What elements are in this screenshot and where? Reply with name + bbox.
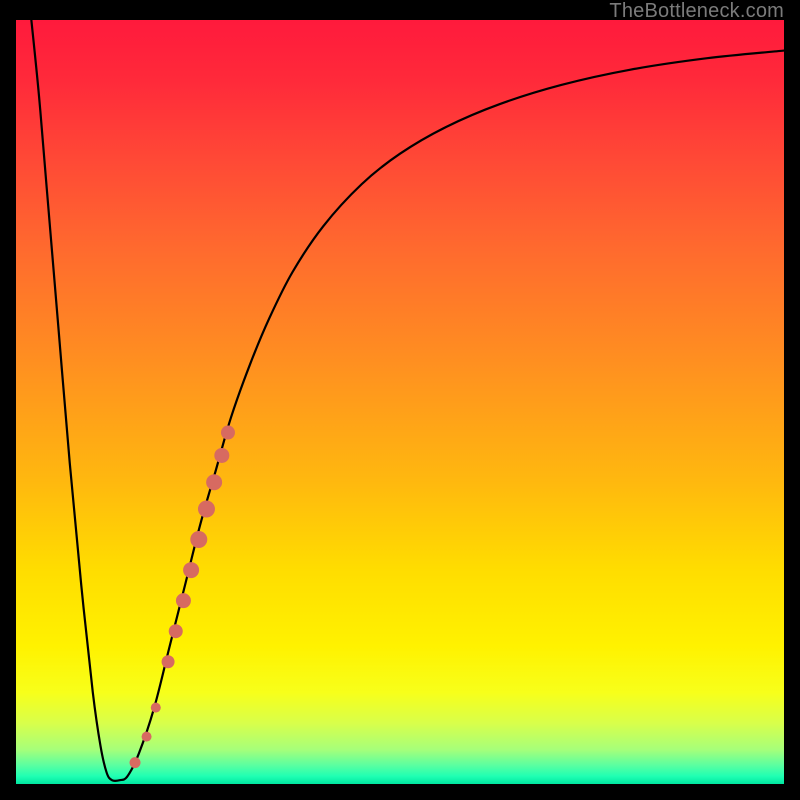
marker-point — [206, 474, 222, 490]
marker-point — [183, 562, 199, 578]
marker-point — [190, 531, 207, 548]
marker-point — [169, 624, 183, 638]
marker-point — [198, 500, 215, 517]
marker-point — [151, 703, 161, 713]
marker-point — [142, 732, 152, 742]
figure-root: { "watermark": { "text": "TheBottleneck.… — [0, 0, 800, 800]
marker-point — [214, 448, 229, 463]
marker-point — [176, 593, 191, 608]
marker-point — [162, 655, 175, 668]
marker-point — [130, 757, 141, 768]
chart-background — [16, 20, 784, 784]
chart-svg — [16, 20, 784, 784]
chart-plot-area — [16, 20, 784, 784]
marker-point — [221, 426, 235, 440]
